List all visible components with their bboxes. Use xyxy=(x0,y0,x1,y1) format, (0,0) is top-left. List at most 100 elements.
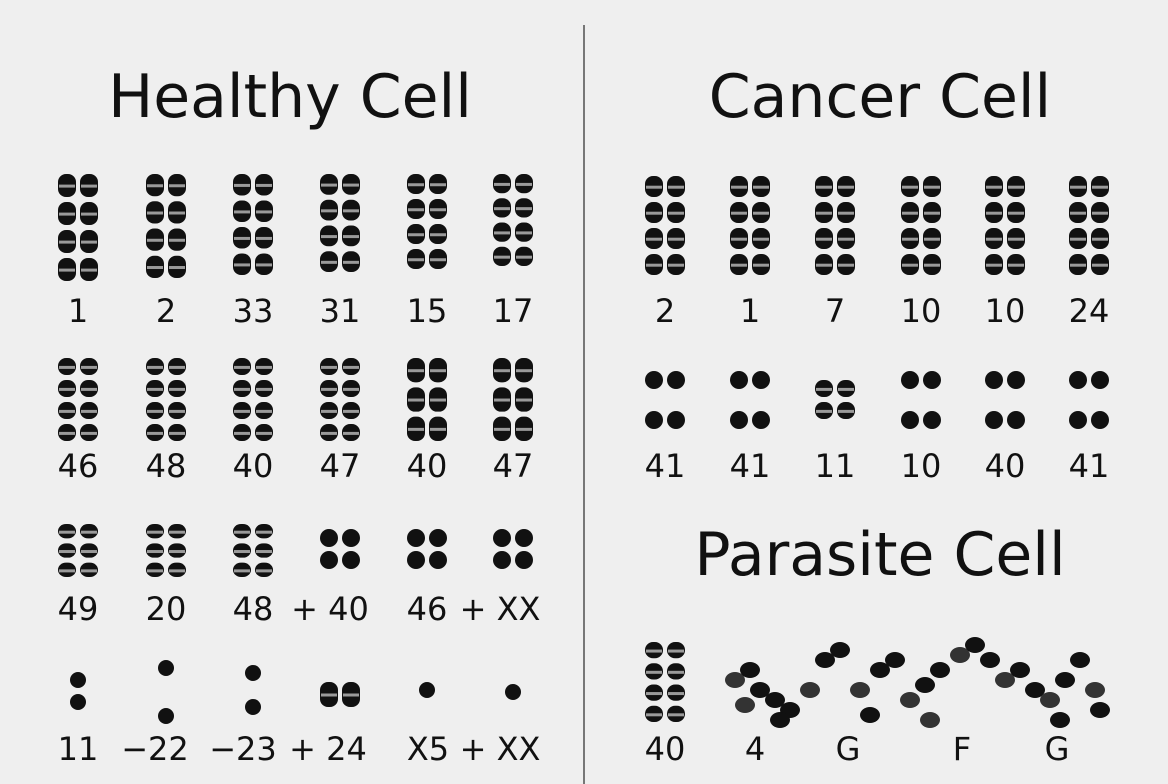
chromatid-light xyxy=(986,263,1002,267)
chromatid-light xyxy=(924,237,940,241)
chromatid-light xyxy=(234,210,250,214)
chromosome-dot xyxy=(320,529,338,547)
chromatid-light xyxy=(256,550,272,554)
chromatid-light xyxy=(1092,185,1108,189)
chromosome-dot xyxy=(752,371,770,389)
chromatid-light xyxy=(81,240,97,244)
chromatid-light xyxy=(169,387,185,391)
chromatid-light xyxy=(81,431,97,435)
chromatid-light xyxy=(516,255,532,259)
chromosome-dot xyxy=(1091,411,1109,429)
chromatid-light xyxy=(343,431,359,435)
chromatid-light xyxy=(408,233,424,237)
chromosome-label: + XX xyxy=(460,590,541,628)
chromosome-label: 40 xyxy=(645,730,686,768)
chromatid-light xyxy=(343,409,359,413)
chromatid-light xyxy=(408,258,424,262)
chromosome-label: 15 xyxy=(407,292,448,330)
chromosome-label: + XX xyxy=(460,730,541,768)
chromatid-light xyxy=(1092,263,1108,267)
chromatid-light xyxy=(81,387,97,391)
chromatid-light xyxy=(408,183,424,187)
chromosome-dot xyxy=(730,411,748,429)
chromosome-label: 31 xyxy=(320,292,361,330)
chromosome-dot xyxy=(1091,371,1109,389)
chromatid-light xyxy=(430,183,446,187)
chromosome-dot xyxy=(407,551,425,569)
chromosome-dot xyxy=(407,529,425,547)
chromosome-dot xyxy=(505,684,521,700)
chromatid-light xyxy=(753,237,769,241)
chromatid-light xyxy=(731,237,747,241)
chromosome-dot xyxy=(493,529,511,547)
chromatid-light xyxy=(408,427,424,431)
chromatid-light xyxy=(81,365,97,369)
chromosome-label: 11 xyxy=(58,730,99,768)
chromatid-light xyxy=(816,185,832,189)
chromatid-light xyxy=(343,235,359,239)
chromatid-light xyxy=(321,431,337,435)
chromatid-light xyxy=(321,209,337,213)
chromatid-light xyxy=(1008,211,1024,215)
chromatid-light xyxy=(234,550,250,554)
chromosome-label: X5 xyxy=(407,730,449,768)
chromatid-light xyxy=(256,183,272,187)
chromosome-label: 48 xyxy=(146,447,187,485)
chromatid-light xyxy=(1008,185,1024,189)
chromatid-light xyxy=(430,398,446,402)
parasite-chromosome xyxy=(920,712,940,728)
chromatid-light xyxy=(494,369,510,373)
chromatid-light xyxy=(234,530,250,534)
chromosome-dot xyxy=(985,371,1003,389)
chromosome-dot xyxy=(1069,371,1087,389)
parasite-chromosome xyxy=(725,672,745,688)
chromosome-dot xyxy=(985,411,1003,429)
chromosome-label: 46 xyxy=(58,447,99,485)
chromatid-light xyxy=(646,670,662,674)
chromatid-light xyxy=(59,212,75,216)
chromatid-light xyxy=(516,369,532,373)
chromatid-light xyxy=(147,184,163,188)
chromatid-light xyxy=(321,260,337,264)
chromatid-light xyxy=(668,237,684,241)
chromosome-dot xyxy=(245,665,261,681)
chromosome-label: 4 xyxy=(745,730,765,768)
chromatid-light xyxy=(169,365,185,369)
cancer-title: Cancer Cell xyxy=(709,62,1051,132)
chromatid-light xyxy=(924,211,940,215)
chromatid-light xyxy=(494,427,510,431)
chromosome-dot xyxy=(419,682,435,698)
parasite-chromosome xyxy=(1085,682,1105,698)
chromatid-light xyxy=(494,207,510,211)
chromatid-light xyxy=(59,184,75,188)
chromatid-light xyxy=(516,182,532,186)
chromosome-label: −22 xyxy=(121,730,189,768)
chromatid-light xyxy=(256,409,272,413)
chromosome-dot xyxy=(245,699,261,715)
parasite-chromosome xyxy=(1010,662,1030,678)
chromatid-light xyxy=(646,692,662,696)
chromosome-label: 1 xyxy=(68,292,88,330)
chromatid-light xyxy=(986,185,1002,189)
parasite-chromosome xyxy=(750,682,770,698)
parasite-chromosome xyxy=(870,662,890,678)
chromosome-dot xyxy=(923,411,941,429)
chromatid-light xyxy=(81,530,97,534)
chromatid-light xyxy=(668,649,684,653)
parasite-chromosome xyxy=(765,692,785,708)
chromatid-light xyxy=(494,255,510,259)
chromatid-light xyxy=(169,238,185,242)
chromosome-label: G xyxy=(1045,730,1070,768)
chromosome-label: 40 xyxy=(233,447,274,485)
chromosome-dot xyxy=(645,371,663,389)
chromatid-light xyxy=(430,427,446,431)
chromatid-light xyxy=(234,263,250,267)
chromosome-label: + 24 xyxy=(289,730,367,768)
chromosome-label: 10 xyxy=(901,292,942,330)
chromosome-label: 47 xyxy=(320,447,361,485)
parasite-chromosome xyxy=(735,697,755,713)
chromatid-light xyxy=(256,431,272,435)
chromatid-light xyxy=(256,530,272,534)
chromatid-light xyxy=(838,185,854,189)
chromatid-light xyxy=(753,211,769,215)
